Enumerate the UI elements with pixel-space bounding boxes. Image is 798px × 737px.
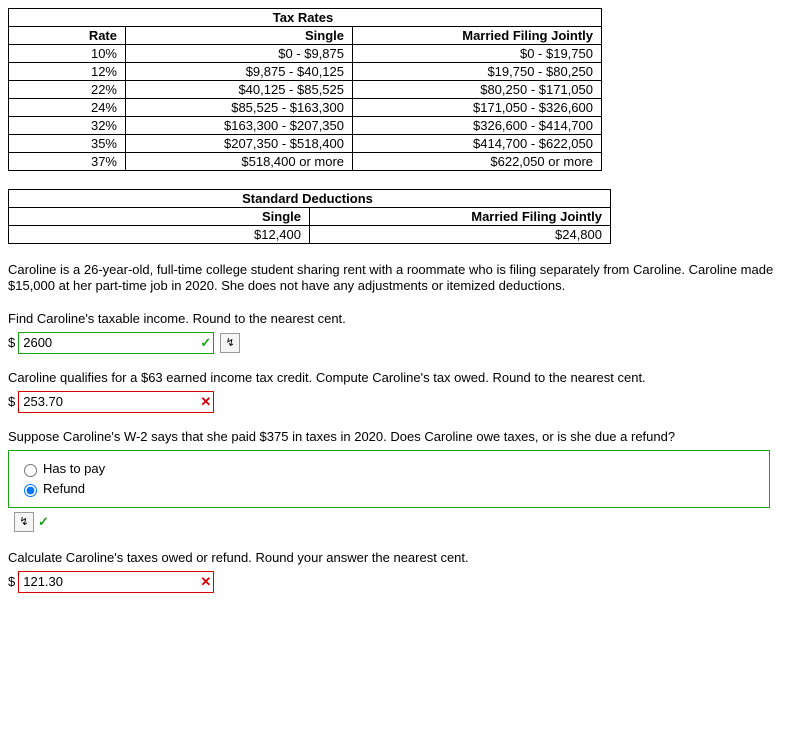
q1-prompt: Find Caroline's taxable income. Round to… — [8, 311, 790, 326]
dollar-sign: $ — [8, 574, 15, 589]
q3-option-refund: Refund — [43, 481, 85, 496]
check-icon: ✓ — [38, 514, 49, 530]
tax-rate-cell: 12% — [9, 63, 126, 81]
q2-input[interactable] — [18, 391, 214, 413]
tax-rate-cell: 10% — [9, 45, 126, 63]
q1-input[interactable] — [18, 332, 214, 354]
q3-option-pay: Has to pay — [43, 461, 105, 476]
wand-icon[interactable]: ↯ — [220, 333, 240, 353]
tax-single-cell: $0 - $9,875 — [126, 45, 353, 63]
cross-icon: ✕ — [200, 574, 211, 590]
std-ded-mfj-value: $24,800 — [310, 226, 611, 244]
tax-single-cell: $40,125 - $85,525 — [126, 81, 353, 99]
tax-rate-cell: 37% — [9, 153, 126, 171]
q4-input[interactable] — [18, 571, 214, 593]
std-ded-header-mfj: Married Filing Jointly — [310, 208, 611, 226]
dollar-sign: $ — [8, 394, 15, 409]
std-ded-title: Standard Deductions — [9, 190, 611, 208]
problem-story: Caroline is a 26-year-old, full-time col… — [8, 262, 790, 295]
dollar-sign: $ — [8, 335, 15, 350]
q4-prompt: Calculate Caroline's taxes owed or refun… — [8, 550, 790, 565]
tax-mfj-cell: $326,600 - $414,700 — [353, 117, 602, 135]
tax-rate-cell: 32% — [9, 117, 126, 135]
tax-rates-header-single: Single — [126, 27, 353, 45]
q2-prompt: Caroline qualifies for a $63 earned inco… — [8, 370, 790, 385]
std-deductions-table: Standard Deductions Single Married Filin… — [8, 189, 611, 244]
tax-rates-header-rate: Rate — [9, 27, 126, 45]
tax-rate-cell: 35% — [9, 135, 126, 153]
q3-radio-refund[interactable] — [24, 484, 37, 497]
tax-mfj-cell: $19,750 - $80,250 — [353, 63, 602, 81]
q3-prompt: Suppose Caroline's W-2 says that she pai… — [8, 429, 790, 444]
tax-rate-cell: 22% — [9, 81, 126, 99]
tax-rates-table: Tax Rates Rate Single Married Filing Joi… — [8, 8, 602, 171]
tax-mfj-cell: $171,050 - $326,600 — [353, 99, 602, 117]
std-ded-header-single: Single — [9, 208, 310, 226]
q3-radio-pay[interactable] — [24, 464, 37, 477]
tax-rates-title: Tax Rates — [9, 9, 602, 27]
tax-mfj-cell: $0 - $19,750 — [353, 45, 602, 63]
check-icon: ✓ — [200, 335, 211, 351]
std-ded-single-value: $12,400 — [9, 226, 310, 244]
tax-single-cell: $9,875 - $40,125 — [126, 63, 353, 81]
tax-single-cell: $163,300 - $207,350 — [126, 117, 353, 135]
tax-single-cell: $85,525 - $163,300 — [126, 99, 353, 117]
tax-single-cell: $518,400 or more — [126, 153, 353, 171]
tax-rates-header-mfj: Married Filing Jointly — [353, 27, 602, 45]
tax-single-cell: $207,350 - $518,400 — [126, 135, 353, 153]
tax-mfj-cell: $414,700 - $622,050 — [353, 135, 602, 153]
tax-mfj-cell: $80,250 - $171,050 — [353, 81, 602, 99]
tax-rate-cell: 24% — [9, 99, 126, 117]
cross-icon: ✕ — [200, 394, 211, 410]
wand-icon[interactable]: ↯ — [14, 512, 34, 532]
q3-radio-group: Has to pay Refund — [8, 450, 770, 508]
tax-mfj-cell: $622,050 or more — [353, 153, 602, 171]
